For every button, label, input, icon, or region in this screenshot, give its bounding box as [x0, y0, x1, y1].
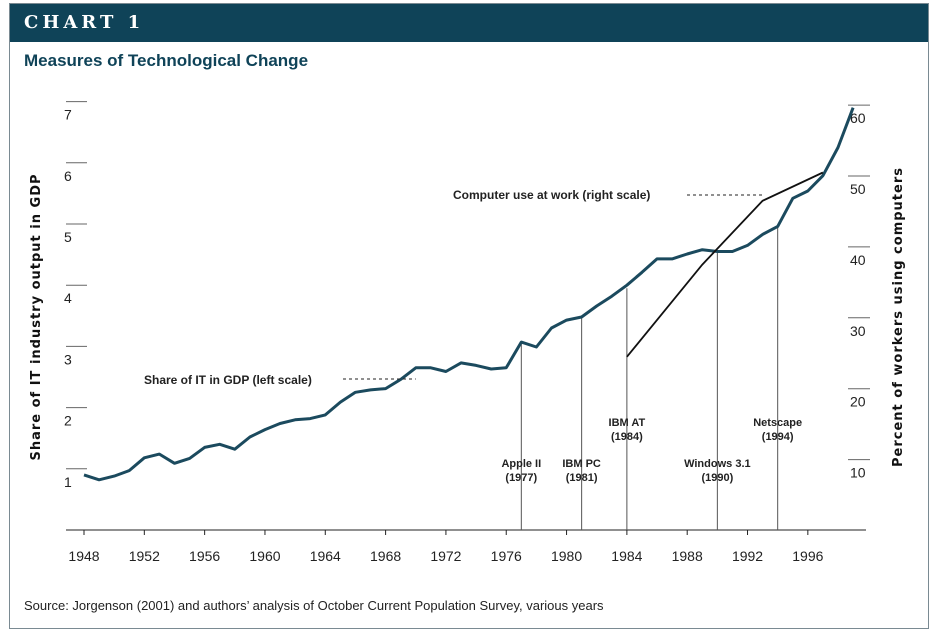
x-tick-label: 1984	[611, 548, 642, 564]
event-label: Apple II	[501, 458, 541, 470]
left-tick-label: 5	[64, 229, 72, 245]
x-tick-label: 1996	[792, 548, 823, 564]
right-tick-label: 60	[850, 110, 866, 126]
it-share-callout: Share of IT in GDP (left scale)	[144, 373, 312, 387]
left-tick-label: 3	[64, 351, 72, 367]
x-tick-label: 1952	[129, 548, 160, 564]
left-tick-label: 2	[64, 413, 72, 429]
left-tick-label: 7	[64, 107, 72, 123]
event-label: Netscape	[753, 417, 802, 429]
x-tick-label: 1960	[249, 548, 280, 564]
right-tick-label: 20	[850, 394, 866, 410]
x-tick-label: 1976	[491, 548, 522, 564]
chart-number: CHART 1	[24, 12, 145, 33]
x-tick-label: 1948	[68, 548, 99, 564]
right-tick-label: 40	[850, 252, 866, 268]
right-tick-label: 50	[850, 181, 866, 197]
right-tick-label: 30	[850, 323, 866, 339]
left-axis-title: Share of IT industry output in GDP	[29, 173, 44, 460]
x-tick-label: 1992	[732, 548, 763, 564]
event-year-label: (1994)	[762, 431, 794, 443]
chart-banner: CHART 1	[10, 4, 928, 42]
event-year-label: (1990)	[701, 472, 733, 484]
it-share-line	[83, 107, 855, 482]
event-label: IBM PC	[562, 458, 601, 470]
left-tick-label: 1	[64, 474, 72, 490]
computer-use-callout: Computer use at work (right scale)	[453, 188, 650, 202]
x-tick-label: 1972	[430, 548, 461, 564]
chart-title: Measures of Technological Change	[24, 51, 309, 70]
x-tick-label: 1988	[672, 548, 703, 564]
source-note: Source: Jorgenson (2001) and authors’ an…	[24, 598, 604, 613]
right-axis-title: Percent of workers using computers	[891, 167, 906, 467]
event-label: IBM AT	[609, 417, 646, 429]
computer-use-line	[626, 171, 824, 358]
left-tick-label: 4	[64, 290, 72, 306]
event-year-label: (1984)	[611, 431, 643, 443]
chart-frame: CHART 1 Measures of Technological Change…	[9, 3, 929, 629]
x-tick-label: 1964	[310, 548, 341, 564]
left-tick-label: 6	[64, 168, 72, 184]
event-year-label: (1977)	[505, 472, 537, 484]
event-year-label: (1981)	[566, 472, 598, 484]
x-tick-label: 1980	[551, 548, 582, 564]
right-tick-label: 10	[850, 465, 866, 481]
x-tick-label: 1968	[370, 548, 401, 564]
event-label: Windows 3.1	[684, 458, 751, 470]
x-tick-label: 1956	[189, 548, 220, 564]
